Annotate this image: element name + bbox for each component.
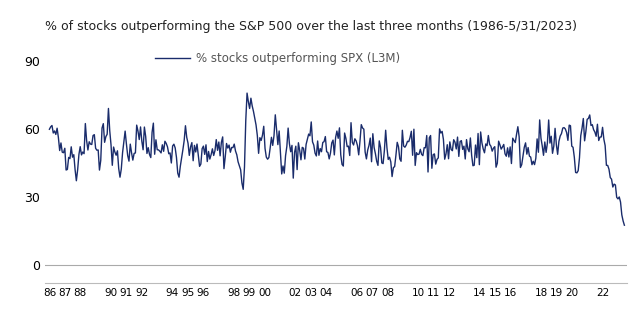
% stocks outperforming SPX (L3M) — [184, 141, 192, 145]
Line: % stocks outperforming SPX (L3M): % stocks outperforming SPX (L3M) — [49, 93, 625, 225]
% stocks outperforming SPX (L3M) — [172, 146, 179, 150]
Text: % of stocks outperforming the S&P 500 over the last three months (1986-5/31/2023: % of stocks outperforming the S&P 500 ov… — [45, 20, 577, 33]
% stocks outperforming SPX (L3M) — [128, 151, 136, 155]
% stocks outperforming SPX (L3M) — [518, 163, 525, 166]
% stocks outperforming SPX (L3M) — [490, 146, 497, 150]
Legend: % stocks outperforming SPX (L3M): % stocks outperforming SPX (L3M) — [150, 47, 405, 70]
% stocks outperforming SPX (L3M) — [621, 223, 628, 227]
% stocks outperforming SPX (L3M) — [243, 91, 251, 95]
% stocks outperforming SPX (L3M) — [45, 127, 53, 131]
% stocks outperforming SPX (L3M) — [301, 157, 308, 161]
